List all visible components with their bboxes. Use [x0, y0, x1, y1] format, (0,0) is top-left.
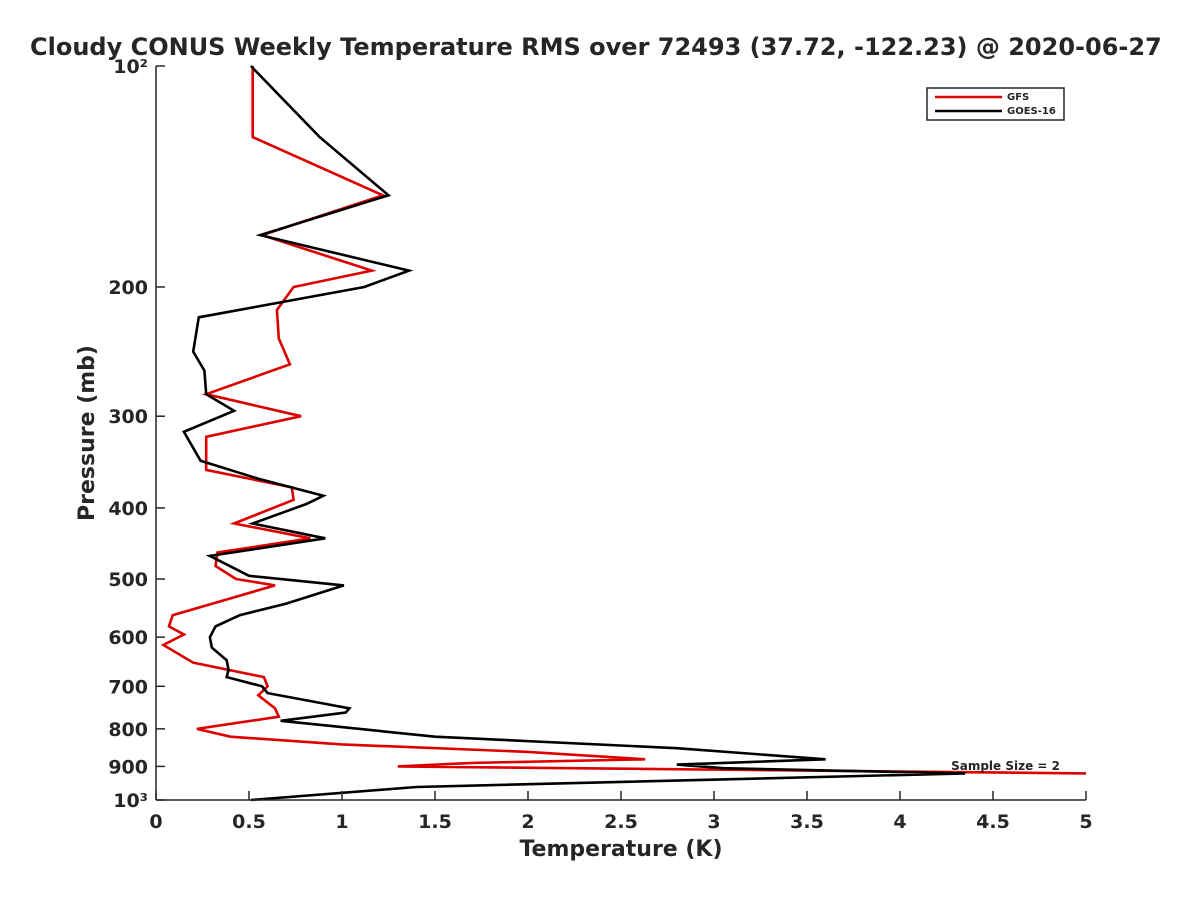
series-layer	[160, 65, 1087, 802]
x-tick-label: 1.5	[418, 811, 452, 833]
x-tick-label: 3	[707, 811, 720, 833]
legend-label-goes16: GOES-16	[1007, 106, 1056, 117]
plot-area	[156, 66, 1086, 800]
x-tick-label: 2	[521, 811, 534, 833]
y-tick-label: 500	[108, 569, 148, 591]
x-tick-label: 1	[335, 811, 348, 833]
x-tick-label: 0	[149, 811, 162, 833]
x-tick-label: 4	[893, 811, 906, 833]
y-tick-label: 300	[108, 406, 148, 428]
x-ticks: 0 0.5 1 1.5 2 2.5 3 3.5 4 4.5 5	[149, 791, 1093, 833]
x-tick-label: 3.5	[790, 811, 824, 833]
y-tick-label: 10³	[113, 790, 148, 812]
y-tick-label: 800	[108, 719, 148, 741]
x-axis-label: Temperature (K)	[519, 837, 722, 862]
y-ticks: 10² 200 300 400 500 600 700 800 900 10³	[108, 56, 165, 812]
y-tick-label: 400	[108, 498, 148, 520]
legend: GFS GOES-16	[926, 87, 1065, 121]
legend-box	[926, 87, 1065, 121]
y-tick-label: 700	[108, 676, 148, 698]
y-tick-label: 10²	[113, 56, 148, 78]
series-line-gfs	[160, 66, 1087, 775]
x-tick-label: 4.5	[976, 811, 1010, 833]
x-tick-label: 2.5	[604, 811, 638, 833]
y-tick-label: 600	[108, 627, 148, 649]
x-tick-label: 5	[1079, 811, 1092, 833]
y-tick-label: 900	[108, 756, 148, 778]
series-line-goes-16	[182, 65, 966, 802]
x-tick-label: 0.5	[232, 811, 266, 833]
sample-size-annotation: Sample Size = 2	[951, 759, 1060, 773]
chart-title: Cloudy CONUS Weekly Temperature RMS over…	[30, 33, 1162, 61]
y-axis-label: Pressure (mb)	[75, 345, 100, 521]
y-tick-label: 200	[108, 277, 148, 299]
legend-label-gfs: GFS	[1007, 92, 1029, 103]
